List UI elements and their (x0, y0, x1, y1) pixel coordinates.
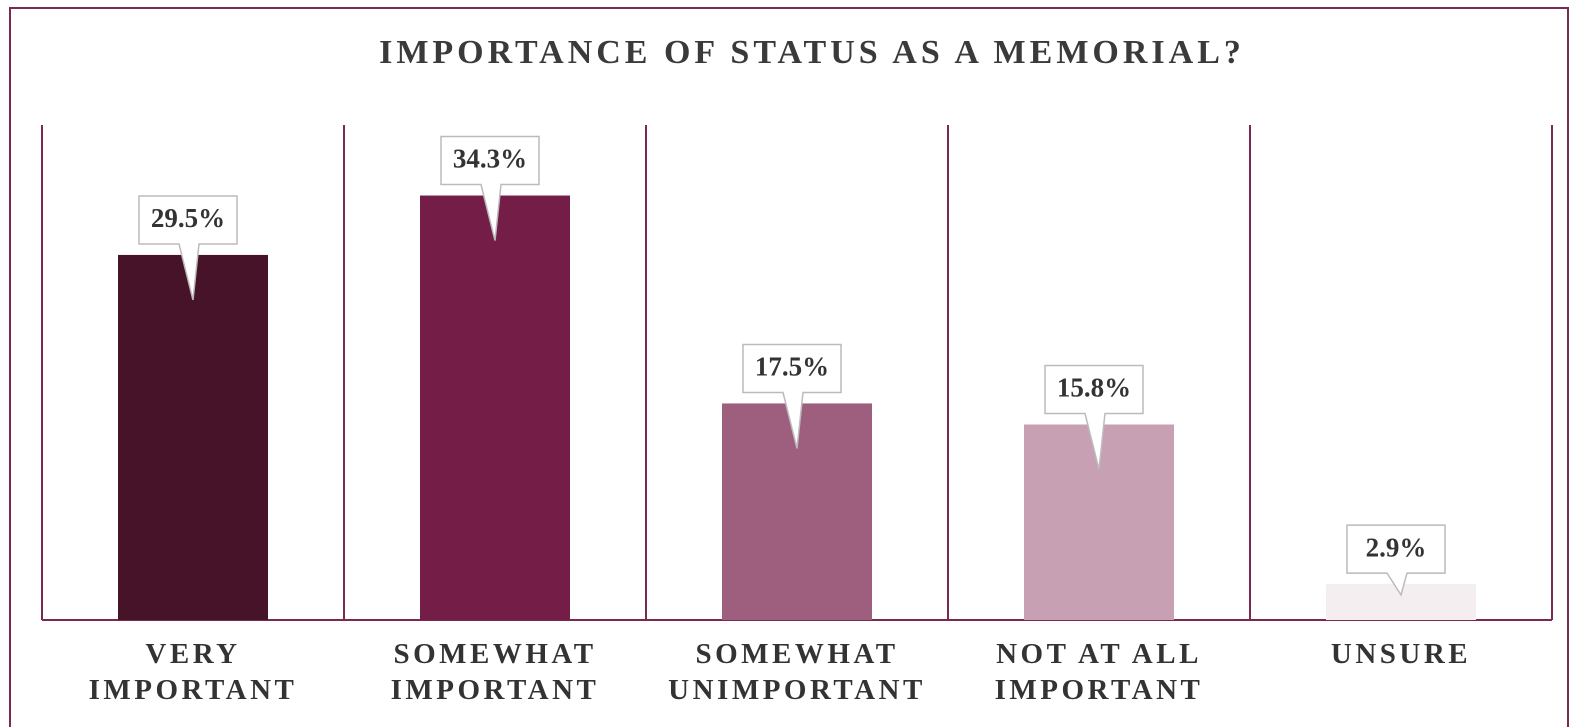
value-label: 17.5% (755, 352, 829, 382)
x-tick-label: SOMEWHAT UNIMPORTANT (668, 638, 926, 706)
callout (138, 195, 238, 301)
frame (9, 7, 1569, 727)
value-label: 2.9% (1366, 532, 1427, 562)
x-tick-label: VERY IMPORTANT (88, 638, 298, 706)
x-tick-label: UNSURE (1330, 638, 1472, 670)
callout (742, 343, 842, 449)
bar (420, 195, 570, 620)
value-label: 29.5% (151, 203, 225, 233)
value-label: 15.8% (1057, 373, 1131, 403)
bar (118, 254, 268, 620)
chart-title: IMPORTANCE OF STATUS AS A MEMORIAL? (379, 34, 1245, 71)
callout (1044, 364, 1144, 470)
callout (440, 135, 540, 241)
value-label: 34.3% (453, 144, 527, 174)
x-tick-label: NOT AT ALL IMPORTANT (994, 638, 1204, 706)
x-tick-label: SOMEWHAT IMPORTANT (390, 638, 600, 706)
callout (1346, 524, 1446, 597)
